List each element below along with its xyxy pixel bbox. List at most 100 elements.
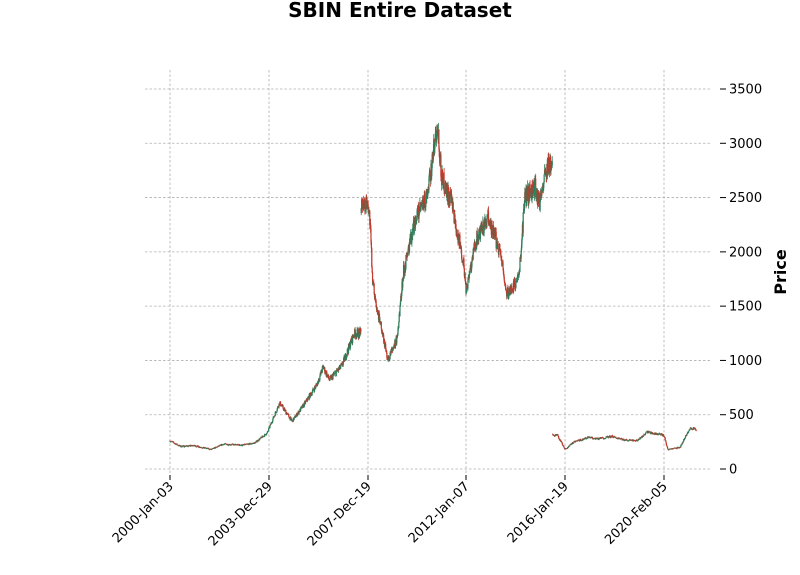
candle-down bbox=[557, 434, 559, 436]
candle-down bbox=[665, 443, 668, 446]
candle-up bbox=[543, 174, 545, 183]
candle-up bbox=[506, 295, 508, 297]
candle-up bbox=[298, 411, 300, 414]
candle-up bbox=[267, 431, 269, 432]
candle-up bbox=[296, 414, 298, 417]
candle-down bbox=[482, 221, 484, 236]
candle-down bbox=[437, 130, 439, 137]
candle-down bbox=[666, 445, 668, 447]
candle-up bbox=[311, 392, 313, 395]
candle-up bbox=[683, 439, 685, 442]
candle-up bbox=[517, 275, 519, 278]
candle-up bbox=[599, 437, 601, 439]
candle-up bbox=[344, 356, 346, 362]
candle-up bbox=[412, 228, 414, 237]
candle-down bbox=[545, 169, 547, 177]
chart-title: SBIN Entire Dataset bbox=[288, 0, 512, 22]
candle-up bbox=[608, 436, 610, 438]
candle-up bbox=[472, 249, 474, 260]
candle-down bbox=[504, 286, 507, 288]
candle-up bbox=[384, 344, 386, 347]
candle-up bbox=[300, 407, 302, 412]
candle-up bbox=[366, 205, 368, 209]
candle-down bbox=[446, 183, 448, 190]
candle-up bbox=[638, 438, 641, 440]
candle-up bbox=[541, 187, 544, 191]
candle-up bbox=[571, 443, 573, 445]
candle-down bbox=[180, 445, 183, 447]
candle-down bbox=[277, 406, 279, 408]
candle-down bbox=[650, 431, 653, 434]
candle-down bbox=[691, 428, 693, 430]
candle-up bbox=[315, 384, 317, 388]
candle-up bbox=[569, 444, 571, 446]
candle-up bbox=[332, 375, 334, 380]
candle-up bbox=[526, 189, 528, 196]
candle-up bbox=[266, 431, 269, 433]
candle-up bbox=[568, 445, 571, 447]
candle-up bbox=[359, 328, 361, 337]
candle-down bbox=[619, 438, 621, 440]
candle-up bbox=[316, 382, 319, 387]
candle-up bbox=[397, 328, 399, 335]
candle-down bbox=[230, 444, 232, 446]
candle-down bbox=[537, 192, 540, 203]
candle-down bbox=[274, 415, 276, 417]
candle-down bbox=[536, 189, 538, 205]
candle-up bbox=[346, 349, 348, 355]
candle-up bbox=[668, 449, 670, 451]
candle-down bbox=[328, 379, 330, 381]
candle-down bbox=[171, 441, 173, 442]
candle-up bbox=[269, 425, 271, 428]
candle-down bbox=[678, 447, 680, 449]
candle-up bbox=[605, 436, 607, 438]
candle-down bbox=[611, 435, 614, 437]
candle-down bbox=[436, 125, 438, 131]
candle-up bbox=[267, 430, 269, 432]
candle-up bbox=[612, 437, 614, 438]
candle-up bbox=[581, 440, 583, 442]
candle-down bbox=[512, 291, 514, 293]
candle-down bbox=[560, 439, 562, 442]
candle-down bbox=[361, 199, 364, 209]
candle-down bbox=[465, 283, 467, 294]
candle-down bbox=[464, 274, 466, 282]
candle-down bbox=[493, 229, 495, 230]
candle-down bbox=[341, 362, 344, 366]
candle-down bbox=[511, 285, 513, 290]
candle-down bbox=[562, 444, 564, 446]
candle-down bbox=[370, 228, 372, 242]
candle-down bbox=[336, 369, 338, 371]
candle-down bbox=[208, 448, 210, 450]
candle-up bbox=[293, 417, 295, 420]
candle-down bbox=[177, 445, 180, 447]
x-tick-label: 2000-Jan-03 bbox=[110, 479, 177, 546]
candle-up bbox=[457, 234, 459, 243]
candle-down bbox=[510, 287, 512, 290]
candle-up bbox=[406, 255, 409, 257]
candle-up bbox=[345, 358, 347, 360]
candle-up bbox=[428, 177, 430, 191]
candle-up bbox=[391, 347, 393, 353]
candle-up bbox=[478, 229, 480, 241]
candle-down bbox=[497, 243, 499, 250]
candle-up bbox=[335, 371, 337, 376]
candle-down bbox=[502, 261, 504, 263]
candle-up bbox=[468, 274, 470, 280]
candle-down bbox=[205, 447, 207, 449]
candle-up bbox=[340, 364, 342, 368]
candle-up bbox=[276, 407, 278, 411]
candle-up bbox=[520, 243, 523, 251]
candle-up bbox=[431, 167, 433, 177]
candle-down bbox=[558, 436, 560, 439]
candle-up bbox=[408, 241, 411, 252]
candle-down bbox=[626, 439, 628, 441]
candle-up bbox=[466, 285, 468, 293]
y-tick-label: 3500 bbox=[729, 83, 762, 98]
candle-down bbox=[455, 224, 457, 232]
candle-down bbox=[695, 430, 697, 431]
candle-up bbox=[479, 226, 482, 239]
candle-up bbox=[640, 438, 642, 439]
candle-up bbox=[495, 244, 498, 249]
candle-up bbox=[338, 367, 340, 370]
